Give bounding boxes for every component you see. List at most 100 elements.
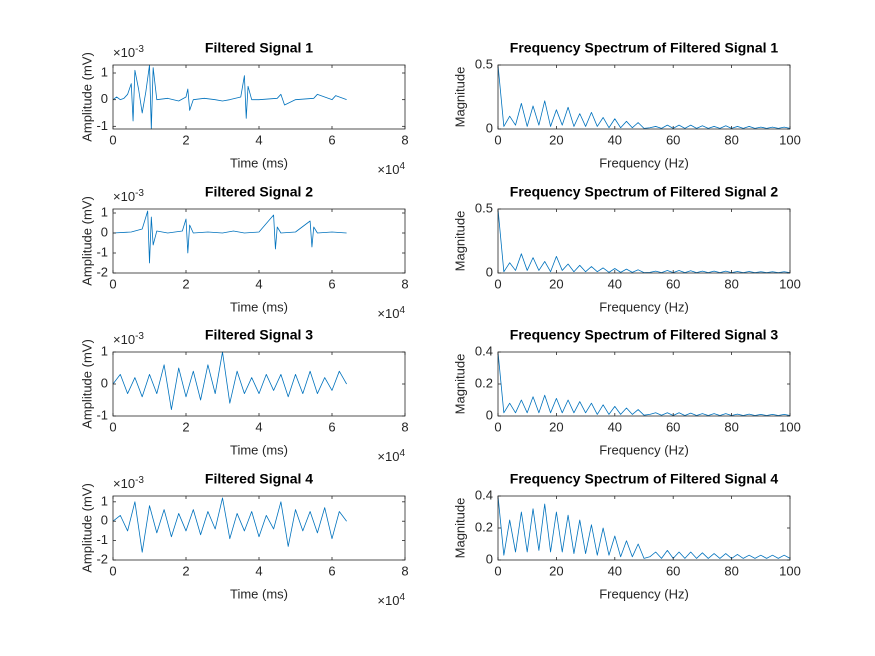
multiplier-power: 4: [399, 592, 405, 603]
y-tick-label: -1: [96, 407, 108, 422]
multiplier-base: ×10: [377, 593, 399, 608]
chart-title: Frequency Spectrum of Filtered Signal 1: [510, 40, 779, 56]
x-tick-label: 4: [255, 132, 262, 147]
x-tick-label: 0: [494, 563, 501, 578]
signal-line: [112, 210, 347, 264]
y-axis-label: Magnitude: [452, 354, 467, 415]
axis-multiplier: ×104: [377, 305, 405, 322]
x-axis-label: Time (ms): [230, 442, 288, 457]
multiplier-base: ×10: [113, 332, 135, 347]
multiplier-power: -3: [135, 475, 144, 486]
y-tick-label: 0: [101, 91, 108, 106]
y-tick-label: -1: [96, 532, 108, 547]
x-tick-label: 60: [666, 563, 680, 578]
x-tick-label: 6: [328, 276, 335, 291]
multiplier-base: ×10: [377, 449, 399, 464]
axis-multiplier: ×104: [377, 448, 405, 465]
x-tick-label: 40: [608, 419, 622, 434]
chart-title: Filtered Signal 3: [205, 327, 313, 343]
y-tick-label: 0: [101, 375, 108, 390]
y-axis-label: Magnitude: [452, 67, 467, 128]
x-tick-label: 40: [608, 276, 622, 291]
y-tick-label: 0.4: [475, 487, 493, 502]
x-tick-label: 60: [666, 132, 680, 147]
axes-background: [498, 352, 790, 416]
x-tick-label: 0: [109, 276, 116, 291]
chart-title: Frequency Spectrum of Filtered Signal 2: [510, 184, 779, 200]
x-tick-label: 0: [494, 132, 501, 147]
x-tick-label: 6: [328, 563, 335, 578]
multiplier-base: ×10: [113, 45, 135, 60]
signal-line: [497, 495, 791, 559]
x-tick-label: 80: [724, 132, 738, 147]
y-axis-label: Amplitude (mV): [79, 483, 94, 573]
x-tick-label: 8: [401, 419, 408, 434]
axis-multiplier: ×10-3: [113, 475, 144, 492]
axes-background: [498, 65, 790, 129]
multiplier-power: -3: [135, 44, 144, 55]
x-tick-label: 2: [182, 563, 189, 578]
x-tick-label: 2: [182, 419, 189, 434]
x-axis-label: Frequency (Hz): [599, 155, 689, 170]
y-tick-label: -2: [96, 264, 108, 279]
y-tick-label: 0.5: [475, 56, 493, 71]
y-tick-label: 1: [101, 204, 108, 219]
x-axis-label: Frequency (Hz): [599, 442, 689, 457]
y-tick-label: 0: [486, 407, 493, 422]
x-axis-label: Frequency (Hz): [599, 299, 689, 314]
multiplier-base: ×10: [377, 306, 399, 321]
chart-title: Filtered Signal 2: [205, 184, 313, 200]
multiplier-base: ×10: [377, 162, 399, 177]
x-tick-label: 60: [666, 419, 680, 434]
y-tick-label: 1: [101, 343, 108, 358]
x-tick-label: 4: [255, 276, 262, 291]
multiplier-power: -3: [135, 188, 144, 199]
x-axis-label: Frequency (Hz): [599, 586, 689, 601]
x-tick-label: 4: [255, 419, 262, 434]
y-tick-label: -2: [96, 551, 108, 566]
chart-title: Frequency Spectrum of Filtered Signal 4: [510, 471, 779, 487]
chart-title: Filtered Signal 1: [205, 40, 313, 56]
y-tick-label: 1: [101, 493, 108, 508]
x-tick-label: 8: [401, 276, 408, 291]
x-tick-label: 100: [779, 132, 801, 147]
x-tick-label: 100: [779, 276, 801, 291]
y-axis-label: Amplitude (mV): [79, 196, 94, 286]
x-tick-label: 40: [608, 563, 622, 578]
y-tick-label: 0: [101, 224, 108, 239]
x-tick-label: 6: [328, 419, 335, 434]
axes-background: [113, 496, 405, 560]
y-tick-label: -1: [96, 118, 108, 133]
x-tick-label: 2: [182, 276, 189, 291]
x-tick-label: 100: [779, 563, 801, 578]
axis-multiplier: ×104: [377, 161, 405, 178]
signal-line: [112, 497, 347, 553]
x-tick-label: 80: [724, 276, 738, 291]
x-tick-label: 80: [724, 563, 738, 578]
y-tick-label: 1: [101, 64, 108, 79]
chart-title: Filtered Signal 4: [205, 471, 313, 487]
x-tick-label: 60: [666, 276, 680, 291]
y-tick-label: 0: [486, 264, 493, 279]
x-axis-label: Time (ms): [230, 155, 288, 170]
y-tick-label: 0.2: [475, 519, 493, 534]
x-tick-label: 2: [182, 132, 189, 147]
y-tick-label: 0.5: [475, 200, 493, 215]
y-axis-label: Magnitude: [452, 211, 467, 272]
x-tick-label: 6: [328, 132, 335, 147]
axes-background: [498, 496, 790, 560]
x-tick-label: 8: [401, 132, 408, 147]
x-tick-label: 0: [109, 563, 116, 578]
y-tick-label: 0: [486, 551, 493, 566]
axes-background: [113, 65, 405, 129]
axes-box: [497, 64, 791, 130]
y-axis-label: Magnitude: [452, 498, 467, 559]
x-tick-label: 20: [549, 419, 563, 434]
x-tick-label: 0: [109, 419, 116, 434]
multiplier-base: ×10: [113, 476, 135, 491]
x-tick-label: 4: [255, 563, 262, 578]
axes-background: [498, 209, 790, 273]
x-tick-label: 100: [779, 419, 801, 434]
